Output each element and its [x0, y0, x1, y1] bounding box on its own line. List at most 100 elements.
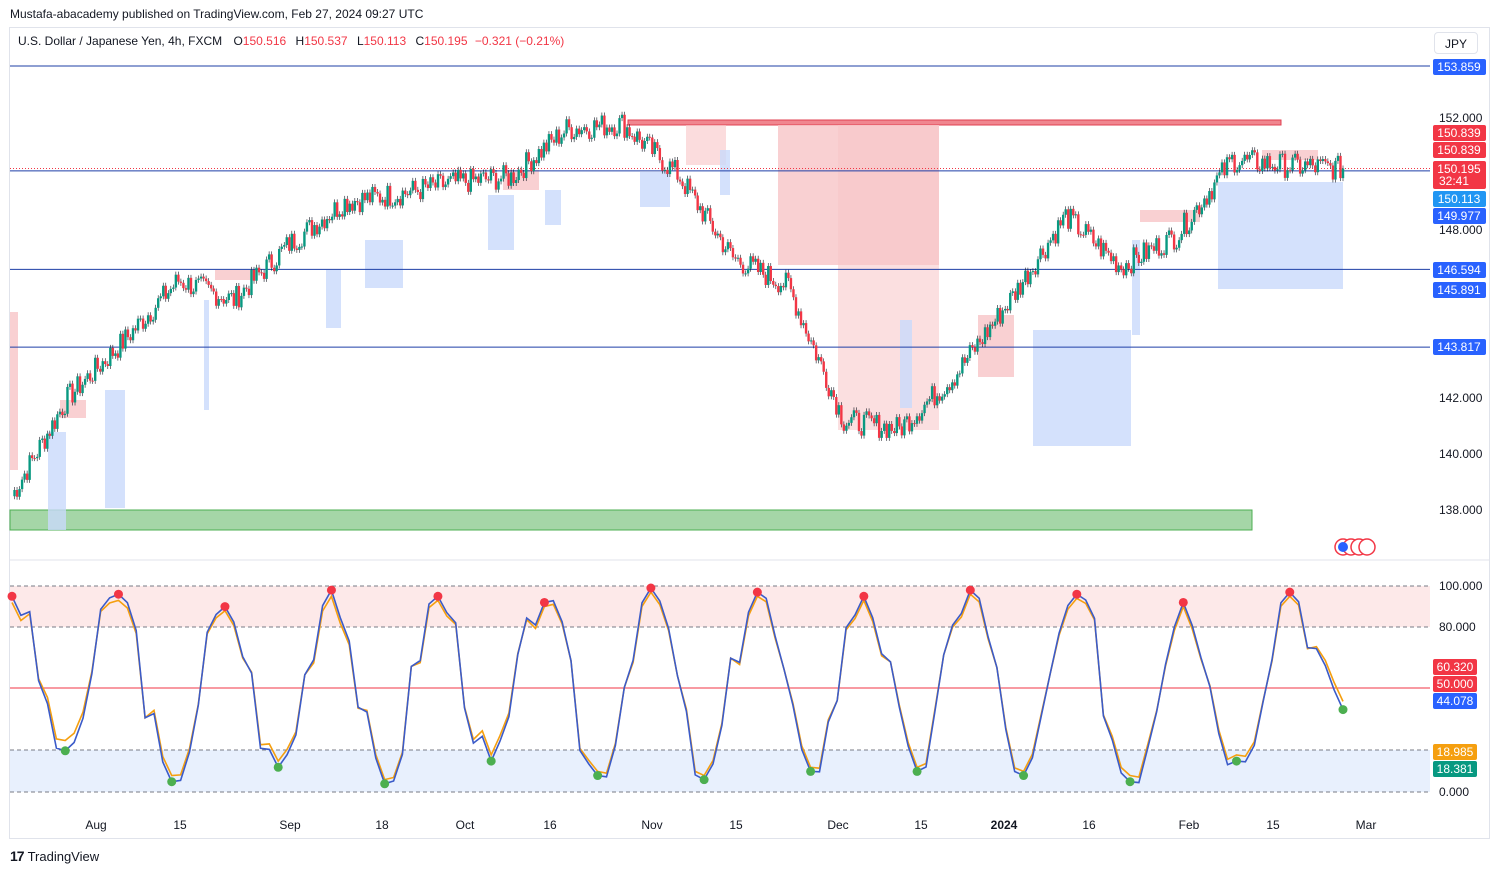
candle-down [257, 267, 261, 273]
candle-up [600, 115, 604, 125]
candle-down [477, 176, 480, 183]
candle-up [482, 172, 485, 174]
candle-up [925, 401, 929, 405]
candle-up [517, 169, 520, 181]
candle-up [139, 318, 142, 320]
candle-down [641, 139, 644, 149]
candle-down [164, 285, 167, 299]
sell-signal-dot [7, 591, 17, 601]
candle-up [13, 490, 16, 497]
candle-down [908, 416, 911, 432]
candle-down [638, 131, 641, 140]
supply-zone [838, 125, 939, 430]
candle-down [237, 285, 241, 308]
candle-up [1271, 166, 1274, 168]
supply-zone [215, 270, 255, 280]
candle-up [199, 276, 203, 279]
candle-up [436, 174, 440, 188]
candle-down [383, 199, 387, 207]
candle-up [1097, 238, 1100, 247]
candle-down [998, 307, 1002, 324]
candle-up [615, 133, 619, 137]
candle-down [209, 284, 213, 289]
candle-up [943, 394, 946, 397]
candle-down [358, 202, 362, 213]
candle-up [174, 274, 178, 288]
candle-up [280, 246, 283, 249]
candle-up [285, 237, 288, 246]
candle-up [562, 133, 566, 138]
candle-up [797, 311, 800, 316]
candle-up [940, 396, 944, 401]
tradingview-logo[interactable]: 17 TradingView [10, 848, 99, 864]
candle-down [819, 357, 823, 362]
candle-down [182, 282, 185, 289]
candle-down [262, 272, 266, 279]
candle-down [1130, 268, 1133, 274]
x-tick-label: Dec [827, 818, 848, 832]
candle-down [439, 174, 442, 176]
candle-up [895, 417, 899, 434]
candle-down [656, 142, 659, 149]
candle-down [1311, 158, 1314, 166]
candle-down [376, 191, 379, 194]
candle-down [1082, 234, 1085, 236]
buy-signal-dot [1232, 756, 1242, 766]
candle-up [837, 405, 841, 415]
candle-up [474, 176, 478, 180]
candle-down [577, 128, 581, 135]
candle-down [588, 131, 591, 139]
candle-up [590, 137, 593, 139]
low-value: 150.113 [363, 34, 407, 48]
candle-up [880, 430, 883, 438]
candle-up [983, 327, 987, 345]
candle-down [666, 169, 669, 175]
candle-up [767, 266, 770, 285]
candle-up [1243, 154, 1246, 161]
candle-down [232, 293, 236, 306]
candle-up [36, 456, 39, 459]
candle-up [1225, 157, 1229, 176]
candle-down [812, 340, 815, 346]
candle-down [272, 267, 276, 272]
candle-up [76, 376, 79, 392]
osc-y-tick-label: 100.000 [1439, 579, 1483, 593]
candle-up [1278, 154, 1282, 170]
candle-up [1180, 233, 1183, 241]
economic-events-icon[interactable] [1334, 538, 1376, 556]
candle-up [396, 198, 399, 203]
candle-up [643, 140, 646, 149]
candle-down [129, 337, 132, 341]
candle-up [958, 373, 962, 375]
candle-down [827, 387, 830, 397]
candle-down [613, 127, 616, 137]
candle-up [946, 387, 949, 395]
demand-zone [900, 320, 912, 408]
price-badge-label: 153.859 [1437, 60, 1481, 74]
candle-up [605, 127, 609, 136]
candle-down [1233, 154, 1236, 173]
candle-down [1339, 155, 1342, 179]
price-badge-label: 150.839 [1437, 143, 1481, 157]
candle-down [1273, 166, 1277, 171]
candle-down [832, 390, 835, 398]
candle-down [220, 299, 223, 301]
oversold-band [10, 750, 1430, 792]
candle-up [966, 358, 969, 363]
candle-down [769, 266, 772, 282]
candle-up [411, 180, 415, 191]
candle-up [1160, 253, 1163, 256]
x-tick-label: Nov [641, 818, 662, 832]
candle-up [754, 258, 757, 262]
candle-up [903, 419, 906, 436]
close-label: C [415, 34, 425, 48]
candle-down [1223, 162, 1226, 176]
candle-up [1031, 271, 1035, 273]
candle-up [489, 169, 493, 181]
candle-up [1281, 153, 1284, 155]
high-value: 150.537 [304, 34, 348, 48]
price-badge [1433, 125, 1486, 141]
candle-up [242, 287, 246, 296]
currency-button[interactable]: JPY [1434, 32, 1478, 54]
